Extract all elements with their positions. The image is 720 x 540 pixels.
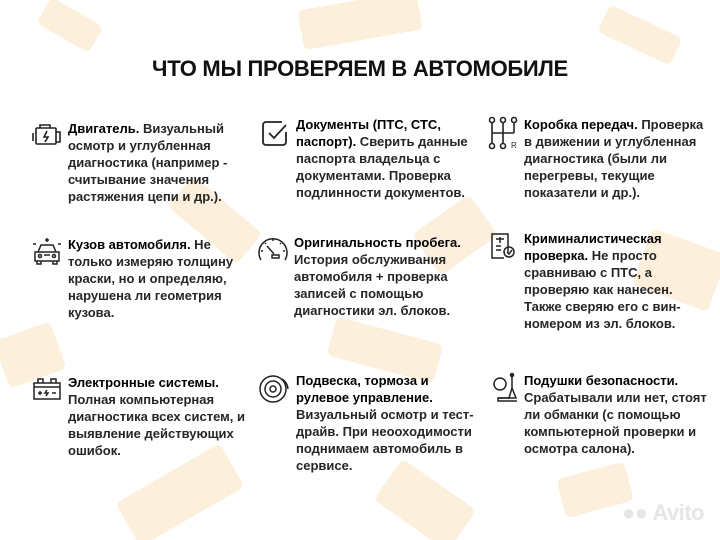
gearbox-icon: R: [488, 116, 518, 150]
item-body: Визуальный осмотр и тест-драйв. При неоо…: [296, 407, 474, 473]
item-body: Визуальный осмотр и углубленная диагност…: [68, 121, 228, 204]
avito-logo: ●● Avito: [621, 500, 705, 525]
checkbox-icon: [262, 121, 287, 146]
airbag-seat-icon: [493, 372, 518, 402]
item-heading: Кузов автомобиля.: [68, 237, 191, 252]
item-heading: Коробка передач.: [524, 117, 638, 132]
car-body-icon: [33, 238, 61, 265]
logo-text: Avito: [652, 500, 704, 525]
item-heading: Электронные системы.: [68, 375, 219, 390]
item-body: Полная компьютерная диагностика всех сис…: [68, 392, 245, 458]
forensic-document-icon: [491, 233, 515, 259]
engine-icon: [32, 124, 61, 145]
page-title: ЧТО МЫ ПРОВЕРЯЕМ В АВТОМОБИЛЕ: [152, 56, 568, 81]
item-body: Не просто сравниваю с ПТС, а проверяю ка…: [524, 248, 681, 331]
item-body: Проверка в движении и углубленная диагно…: [524, 117, 704, 200]
item-heading: Документы (ПТС, СТС, паспорт).: [296, 117, 441, 149]
item-body: Срабатывали или нет, стоят ли обманки (с…: [524, 390, 707, 456]
svg-text:R: R: [511, 141, 517, 150]
speedometer-icon: [258, 238, 288, 261]
battery-icon: [33, 378, 61, 400]
item-heading: Подвеска, тормоза и рулевое управление.: [296, 373, 433, 405]
item-body: История обслуживания автомобиля + провер…: [294, 252, 451, 318]
item-heading: Двигатель.: [68, 121, 140, 136]
brake-disc-icon: [259, 375, 289, 403]
item-heading: Оригинальность пробега.: [294, 235, 461, 250]
item-heading: Криминалистическая проверка.: [524, 231, 662, 263]
item-body: Сверить данные паспорта владельца с доку…: [296, 134, 468, 200]
item-heading: Подушки безопасности.: [524, 373, 679, 388]
item-body: Не только измеряю толщину краски, но и о…: [68, 237, 234, 320]
